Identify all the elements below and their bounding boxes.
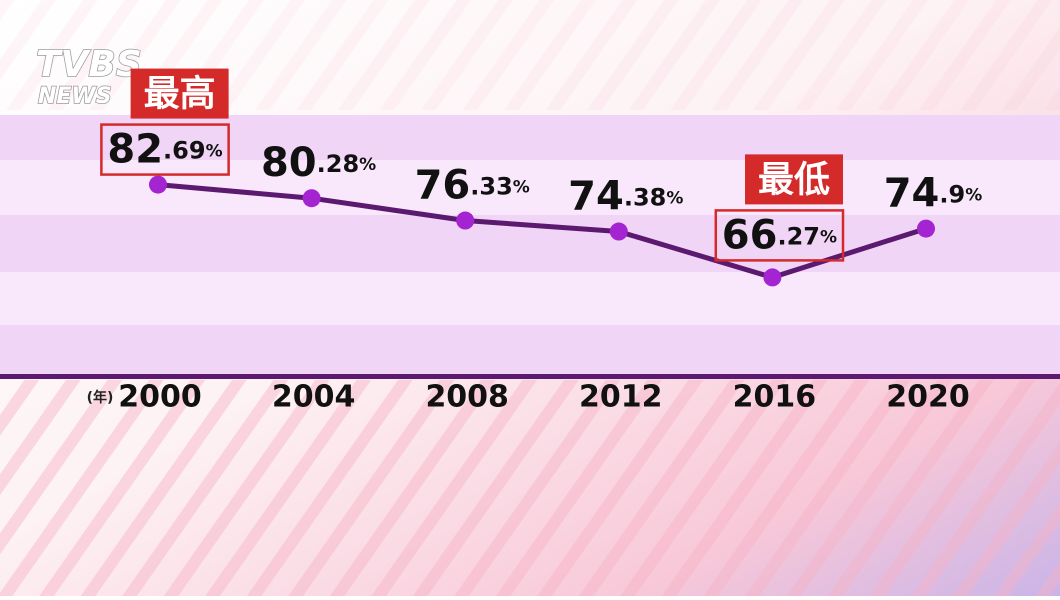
value-label: 80.28% — [261, 140, 376, 186]
annotation-box — [130, 68, 229, 119]
logo-top: TVBS — [36, 44, 142, 85]
x-tick-label: 2008 — [425, 380, 509, 415]
x-axis — [0, 374, 1060, 379]
x-axis-label: (年) — [87, 389, 114, 406]
value-label: 76.33% — [415, 163, 530, 209]
x-tick-label: 2020 — [886, 380, 970, 415]
marker — [456, 211, 475, 230]
marker — [917, 219, 935, 238]
highlight-box — [714, 209, 845, 262]
x-tick-label: 2000 — [118, 380, 202, 415]
marker — [609, 222, 628, 241]
value-label: 74.38% — [568, 174, 683, 220]
background-stripes — [0, 380, 1060, 596]
x-tick-label: 2012 — [579, 380, 663, 415]
annotation: 最低 — [758, 159, 830, 200]
value-label: 82.69% — [107, 127, 222, 173]
x-tick-label: 2004 — [272, 380, 356, 415]
annotation-box — [745, 154, 844, 205]
band — [0, 325, 1060, 375]
highlight-box — [100, 123, 230, 176]
x-tick-label: 2016 — [733, 380, 817, 415]
marker — [149, 175, 167, 194]
logo-bottom: NEWS — [38, 84, 112, 109]
marker — [302, 189, 321, 208]
annotation: 最高 — [144, 74, 216, 115]
band — [0, 115, 1060, 160]
logo: TVBS NEWS — [35, 43, 142, 110]
value-label: 74.9% — [884, 171, 983, 217]
line — [157, 182, 927, 280]
band — [0, 272, 1060, 325]
marker — [763, 268, 782, 287]
value-label: 66.27% — [722, 212, 837, 258]
